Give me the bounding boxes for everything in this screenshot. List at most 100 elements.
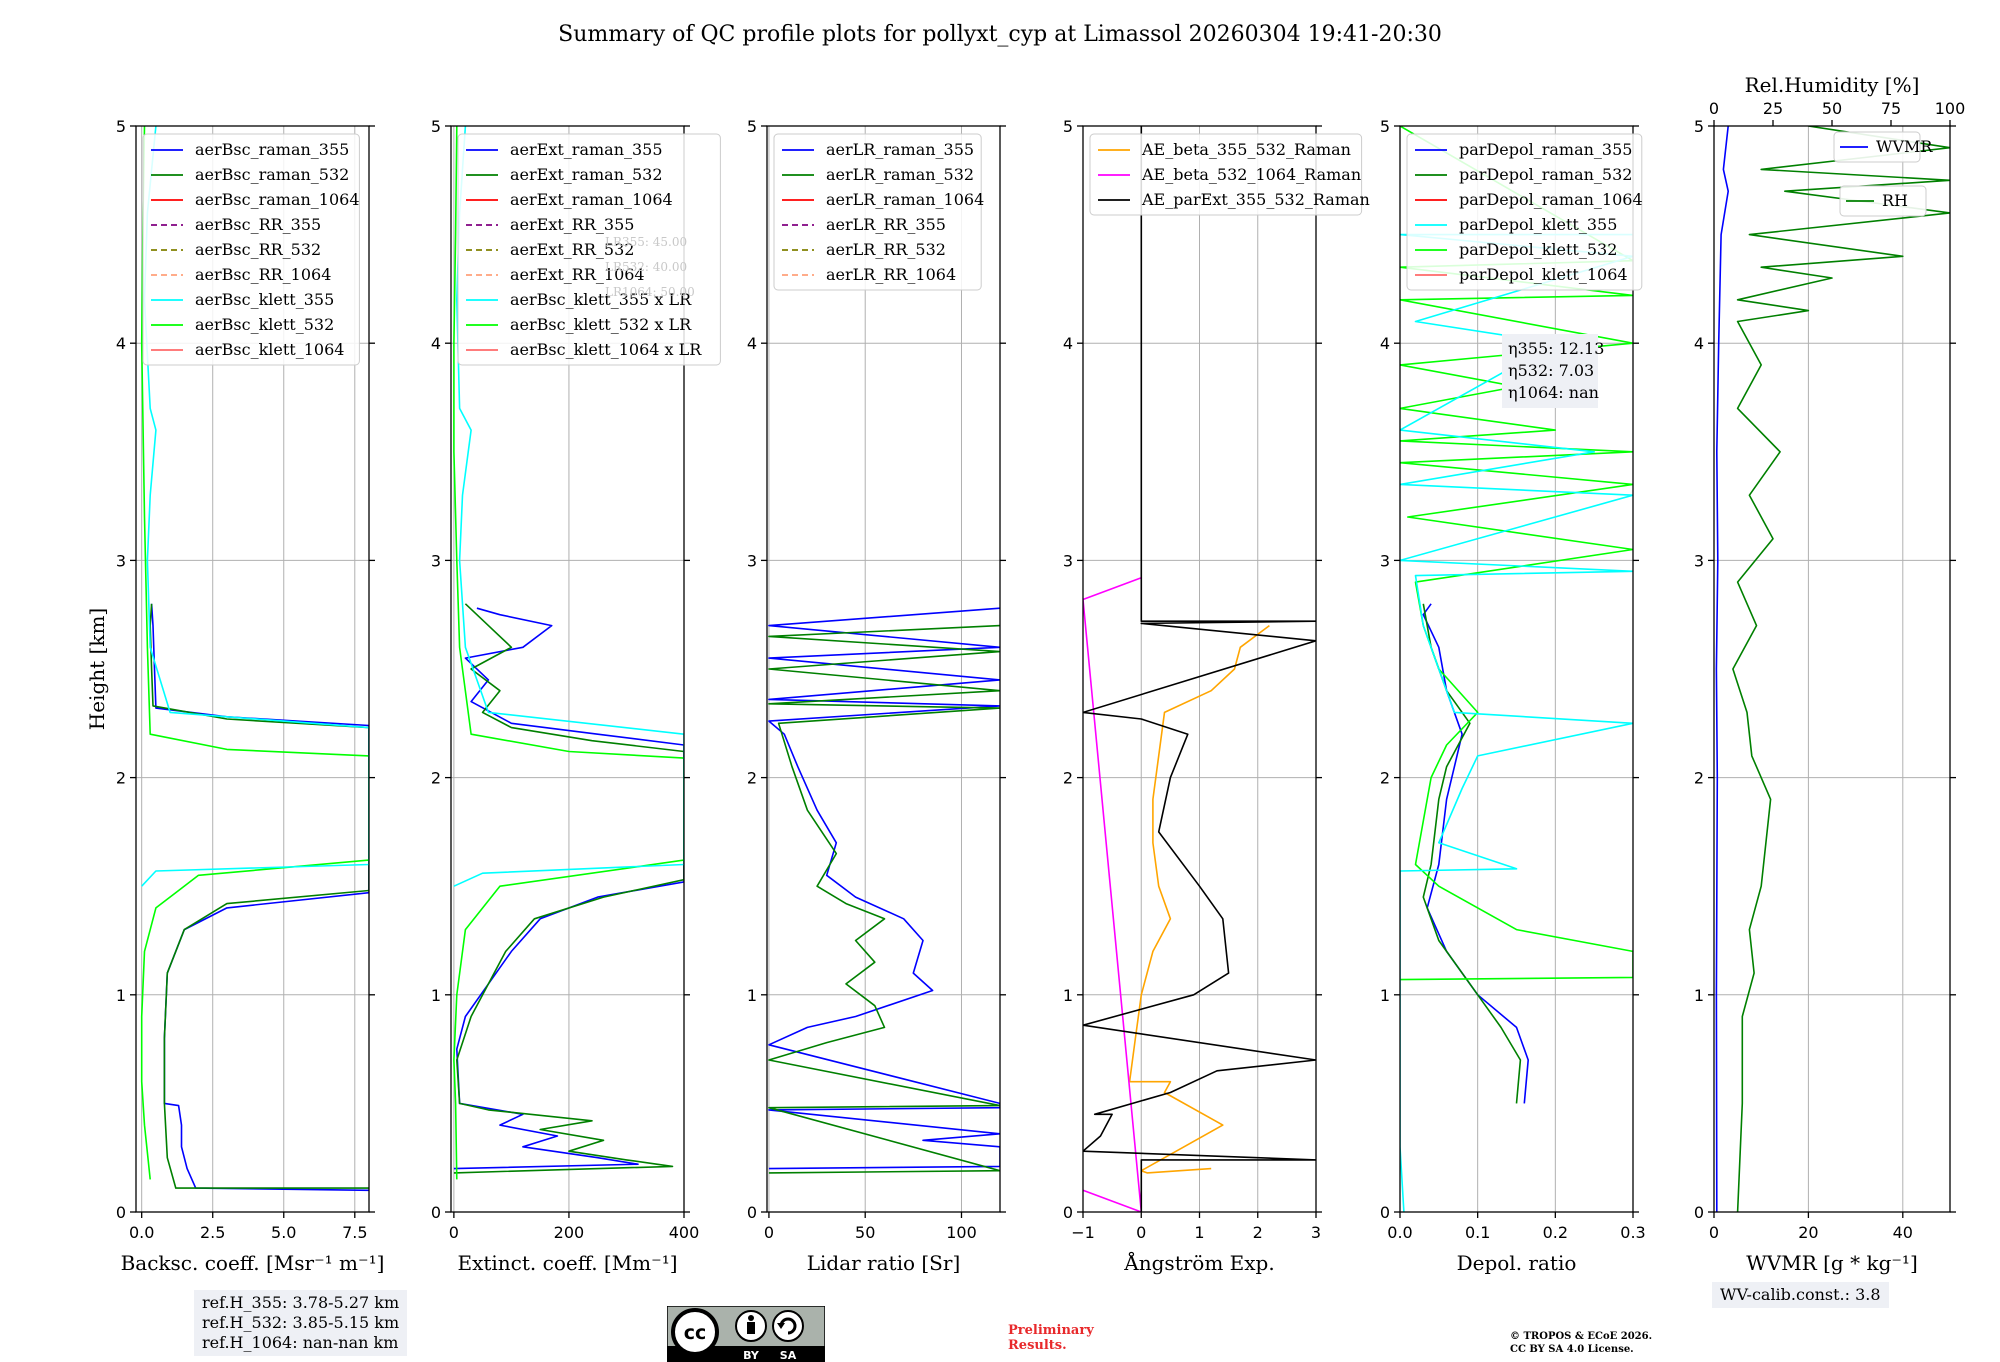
y-tick-label: 5: [116, 117, 126, 136]
legend-label: aerBsc_raman_355: [195, 140, 349, 159]
y-tick-label: 3: [747, 551, 757, 570]
axes-frame: [766, 125, 1001, 1213]
y-tick-label: 1: [1694, 986, 1704, 1005]
x-tick-label: 20: [1798, 1223, 1818, 1242]
legend-label: AE_parExt_355_532_Raman: [1141, 190, 1370, 209]
eta-value: η532: 7.03: [1508, 361, 1594, 380]
legend-label: aerBsc_klett_1064 x LR: [510, 340, 702, 359]
y-tick-label: 3: [431, 551, 441, 570]
legend-box: [1833, 131, 1921, 163]
x-tick-label: 2: [1253, 1223, 1263, 1242]
x-tick-label: 400: [669, 1223, 700, 1242]
sa-text: SA: [780, 1349, 797, 1362]
series-line-aerBsc_klett_355 x LR: [453, 126, 684, 887]
cc-icon-text: cc: [684, 1322, 707, 1344]
legend-label: aerBsc_RR_355: [195, 215, 321, 234]
y-tick-label: 4: [1694, 334, 1704, 353]
y-tick-label: 0: [1694, 1203, 1704, 1222]
wv-calibration-constant: WV-calib.const.: 3.8: [1720, 1285, 1881, 1304]
preliminary-line1: Preliminary: [1008, 1323, 1094, 1338]
legend: RH: [1839, 185, 1927, 217]
y-tick-label: 4: [116, 334, 126, 353]
legend-label: aerLR_RR_355: [826, 215, 946, 234]
copyright-line2: CC BY SA 4.0 License.: [1510, 1344, 1634, 1355]
x-axis-label: Backsc. coeff. [Msr⁻¹ m⁻¹]: [121, 1251, 385, 1275]
reference-height-box: ref.H_355: 3.78-5.27 km ref.H_532: 3.85-…: [194, 1290, 408, 1356]
legend-label: aerLR_RR_1064: [826, 265, 956, 284]
series-line-AE_parExt_355_532_Raman: [1083, 126, 1316, 1212]
series-line-WVMR: [1715, 126, 1729, 1212]
x-tick-label: −1: [1071, 1223, 1095, 1242]
legend-label: parDepol_klett_355: [1459, 215, 1617, 234]
legend: AE_beta_355_532_Raman AE_beta_532_1064_Ra…: [1089, 133, 1370, 216]
legend-label: aerBsc_RR_532: [195, 240, 321, 259]
y-tick-label: 1: [431, 986, 441, 1005]
x-tick-label: 7.5: [342, 1223, 367, 1242]
legend-label: aerBsc_raman_1064: [195, 190, 360, 209]
preliminary-notice: Preliminary Results.: [1008, 1323, 1094, 1353]
panel-depol: 0 1 2 3 4 5 0.0 0.1 0.2 0.3 Depol. ratio parDepol_r…: [1380, 117, 1646, 1275]
y-tick-label: 2: [431, 769, 441, 788]
x-axis-label: Lidar ratio [Sr]: [807, 1251, 961, 1275]
series-line-aerBsc_raman_532: [149, 603, 369, 1189]
legend: aerBsc_raman_355 aerBsc_raman_532 aerBsc_r…: [142, 133, 360, 366]
axes-frame: [135, 125, 370, 1213]
legend: aerExt_raman_355 aerExt_raman_532 aerExt_r…: [457, 133, 721, 366]
y-tick-label: 5: [1063, 117, 1073, 136]
series-line-AE_beta_355_532_Raman: [1128, 624, 1270, 1174]
y-tick-label: 5: [747, 117, 757, 136]
x-tick-label: 40: [1893, 1223, 1913, 1242]
legend-box: [773, 133, 982, 291]
series-line-aerBsc_raman_355: [150, 603, 369, 1192]
y-tick-label: 5: [1380, 117, 1390, 136]
x-tick-label: 0: [1136, 1223, 1146, 1242]
y-tick-label: 2: [1694, 769, 1704, 788]
y-tick-label: 3: [116, 551, 126, 570]
legend: aerLR_raman_355 aerLR_raman_532 aerLR_rama…: [773, 133, 984, 291]
panel-bsc: 0 1 2 3 4 5 0.0 2.5 5.0 7.5 Backsc. coeff. [Msr⁻¹ …: [116, 117, 385, 1275]
legend-label: parDepol_raman_355: [1459, 140, 1632, 159]
legend-label: aerBsc_RR_1064: [195, 265, 331, 284]
legend-label: aerBsc_raman_532: [195, 165, 349, 184]
series-line-aerExt_raman_355: [453, 607, 684, 1170]
y-tick-label: 4: [1380, 334, 1390, 353]
legend-label: AE_beta_532_1064_Raman: [1141, 165, 1361, 184]
y-tick-label: 3: [1694, 551, 1704, 570]
wv-calibration-box: WV-calib.const.: 3.8: [1712, 1282, 1889, 1308]
x-tick-label: 50: [855, 1223, 875, 1242]
x-tick-label: 100: [946, 1223, 977, 1242]
lidar-ratio-label: LR532: 40.00: [605, 260, 687, 274]
y-tick-label: 0: [747, 1203, 757, 1222]
top-x-tick-label: 0: [1709, 99, 1719, 118]
legend-label: aerLR_raman_532: [826, 165, 974, 184]
y-tick-label: 4: [1063, 334, 1073, 353]
legend-label: WVMR: [1876, 137, 1933, 156]
lidar-ratio-label: LR355: 45.00: [605, 235, 687, 249]
by-text: BY: [743, 1349, 760, 1362]
y-tick-label: 3: [1380, 551, 1390, 570]
series-line-aerLR_raman_355: [768, 607, 1000, 1170]
y-tick-label: 1: [1063, 986, 1073, 1005]
top-x-tick-label: 100: [1935, 99, 1966, 118]
legend-label: aerBsc_klett_532 x LR: [510, 315, 692, 334]
eta-value: η1064: nan: [1508, 383, 1599, 402]
series-line-aerBsc_klett_532: [140, 126, 369, 1180]
series-line-parDepol_klett_532: [1400, 126, 1633, 981]
x-tick-label: 2.5: [200, 1223, 225, 1242]
legend-label: AE_beta_355_532_Raman: [1141, 140, 1351, 159]
legend-box: [1406, 133, 1643, 291]
y-tick-label: 1: [116, 986, 126, 1005]
top-x-tick-label: 25: [1763, 99, 1783, 118]
y-tick-label: 3: [1063, 551, 1073, 570]
top-x-tick-label: 75: [1881, 99, 1901, 118]
legend-label: aerExt_RR_532: [510, 240, 634, 259]
series-group: [1715, 126, 1950, 1212]
eta-box-bg: [1502, 334, 1598, 408]
y-tick-label: 1: [747, 986, 757, 1005]
cc-icon: [671, 1308, 719, 1356]
series-group: [1400, 126, 1633, 1212]
x-axis-label: Extinct. coeff. [Mm⁻¹]: [457, 1251, 677, 1275]
